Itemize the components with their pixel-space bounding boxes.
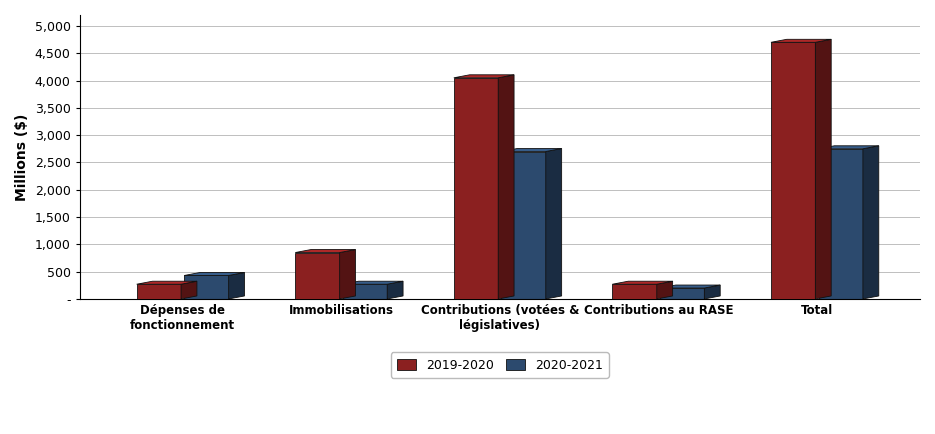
Polygon shape [818, 146, 879, 149]
Polygon shape [863, 146, 879, 299]
Bar [184, 276, 229, 299]
Bar [660, 288, 704, 299]
Polygon shape [660, 285, 720, 288]
Polygon shape [181, 281, 197, 299]
Bar [501, 151, 546, 299]
Bar [771, 42, 815, 299]
Bar [137, 284, 181, 299]
Polygon shape [339, 250, 355, 299]
Polygon shape [771, 39, 831, 42]
Polygon shape [295, 250, 355, 253]
Legend: 2019-2020, 2020-2021: 2019-2020, 2020-2021 [391, 352, 609, 378]
Polygon shape [656, 281, 672, 299]
Polygon shape [501, 148, 562, 151]
Polygon shape [612, 281, 672, 284]
Bar [295, 253, 339, 299]
Polygon shape [229, 273, 244, 299]
Polygon shape [343, 281, 403, 284]
Polygon shape [546, 148, 562, 299]
Bar [453, 78, 498, 299]
Polygon shape [815, 39, 831, 299]
Polygon shape [387, 281, 403, 299]
Y-axis label: Millions ($): Millions ($) [15, 113, 29, 201]
Polygon shape [704, 285, 720, 299]
Bar [612, 284, 656, 299]
Polygon shape [137, 281, 197, 284]
Polygon shape [498, 75, 514, 299]
Bar [818, 149, 863, 299]
Polygon shape [184, 273, 244, 276]
Polygon shape [453, 75, 514, 78]
Bar [343, 284, 387, 299]
